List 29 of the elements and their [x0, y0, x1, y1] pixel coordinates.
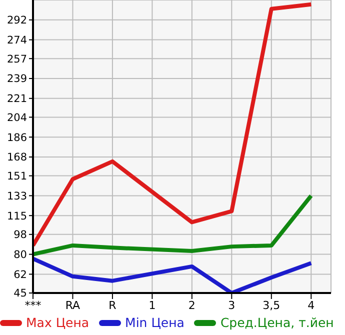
- x-tick-label: 3,5: [262, 298, 280, 312]
- y-tick-label: 204: [6, 112, 28, 124]
- y-tick-label: 292: [6, 14, 27, 27]
- y-tick-label: 239: [6, 73, 27, 86]
- y-tick-label: 151: [6, 170, 27, 183]
- y-tick-label: 98: [14, 229, 27, 242]
- y-tick-label: 133: [6, 190, 27, 202]
- line-series: [33, 2, 314, 248]
- x-tick-label: 3: [228, 298, 236, 312]
- y-tick-label: 257: [6, 53, 27, 66]
- line-series: [33, 256, 314, 293]
- x-tick-label: RA: [65, 298, 81, 312]
- y-tick-label: 45: [14, 288, 27, 300]
- y-tick-label: 274: [6, 34, 28, 47]
- x-tick-label: R: [108, 298, 117, 312]
- legend-label: Min Цена: [124, 315, 184, 330]
- y-tick-label: 62: [14, 268, 27, 281]
- y-tick-label: 221: [6, 93, 27, 106]
- x-tick-label: ***: [24, 298, 42, 312]
- legend-label: Max Цена: [25, 315, 90, 330]
- y-tick-label: 168: [6, 152, 27, 164]
- y-tick-label: 186: [6, 132, 28, 144]
- x-tick-label: 1: [148, 298, 156, 312]
- y-tick-label: 80: [14, 249, 27, 262]
- legend-label: Сред.Цена, т.йен: [219, 315, 334, 330]
- x-tick-label: 2: [188, 298, 196, 312]
- line-series: [33, 194, 314, 256]
- x-tick-label: 4: [308, 298, 315, 312]
- y-tick-label: 115: [6, 210, 27, 222]
